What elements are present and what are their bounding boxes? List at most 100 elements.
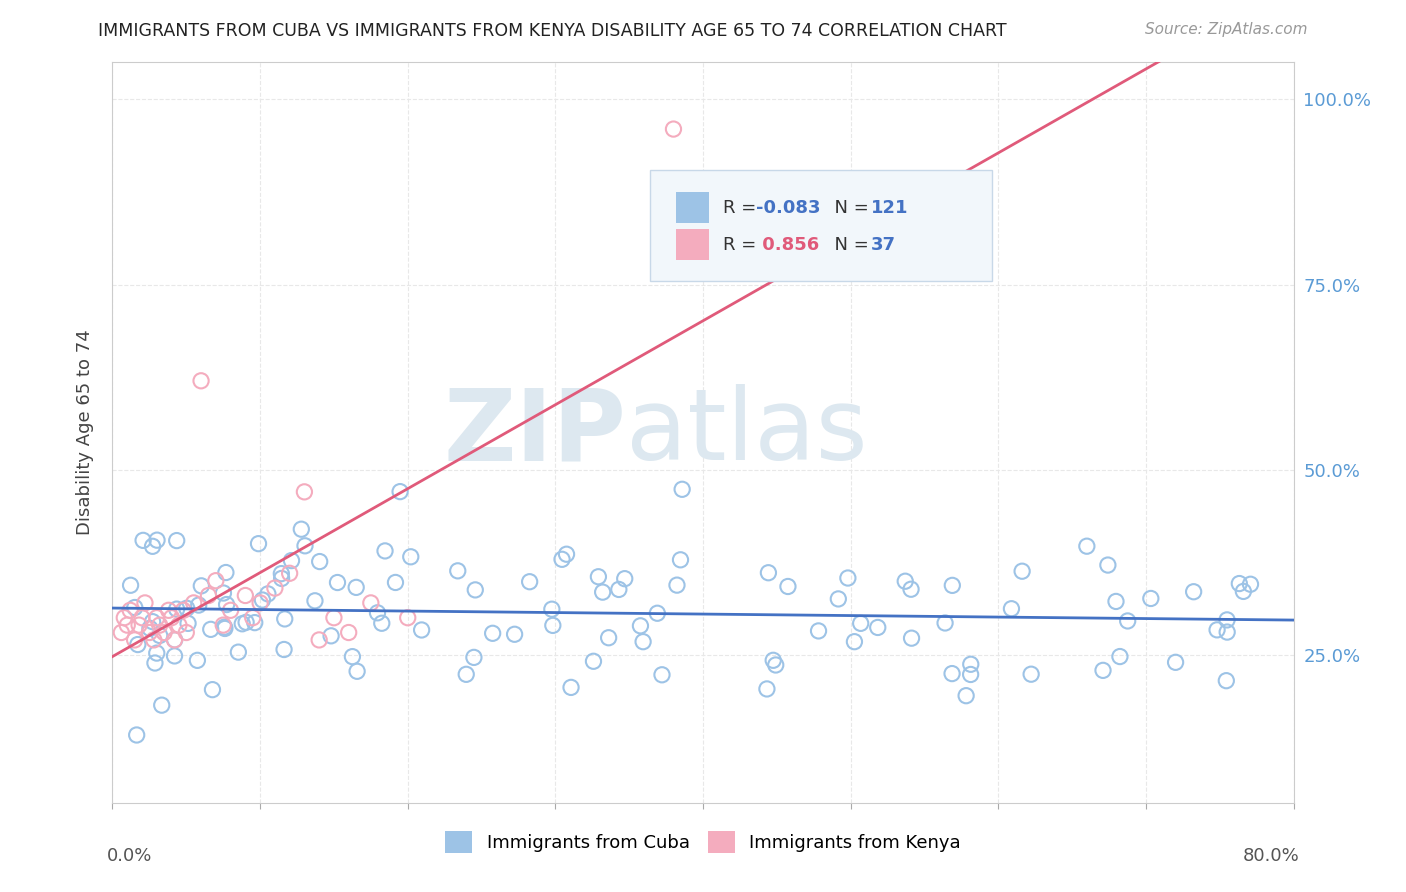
Text: atlas: atlas [626,384,868,481]
Point [308,555,330,569]
Point [294,539,316,553]
Point [233,589,256,603]
Point [212,618,235,632]
Text: IMMIGRANTS FROM CUBA VS IMMIGRANTS FROM KENYA DISABILITY AGE 65 TO 74 CORRELATIO: IMMIGRANTS FROM CUBA VS IMMIGRANTS FROM … [98,22,1007,40]
Text: N =: N = [824,235,875,253]
Point [143,656,166,670]
Point [128,618,150,632]
Point [900,582,922,597]
Point [1097,558,1119,572]
Point [174,625,197,640]
Text: 121: 121 [870,199,908,217]
Text: -0.083: -0.083 [756,199,821,217]
Point [163,632,186,647]
Point [160,610,183,624]
Point [252,593,274,607]
Point [807,624,830,638]
Point [503,627,526,641]
Point [346,665,368,679]
Point [249,596,271,610]
Point [323,610,346,624]
Point [374,544,396,558]
Point [651,667,673,681]
Point [124,632,146,647]
Point [463,650,485,665]
Text: R =: R = [723,199,762,217]
Point [1239,577,1261,591]
Point [866,620,889,634]
Point [941,666,963,681]
Point [1216,613,1239,627]
Point [278,566,301,581]
Point [274,612,297,626]
Point [1216,625,1239,640]
Text: 37: 37 [870,235,896,253]
Point [215,566,238,580]
Point [900,631,922,645]
Point [231,616,253,631]
Point [1232,584,1254,599]
Point [166,533,188,548]
Point [671,483,693,497]
Point [149,628,172,642]
Point [1092,664,1115,678]
Point [120,603,142,617]
Text: 0.0%: 0.0% [107,847,152,865]
Point [665,578,688,592]
Point [212,586,235,600]
Point [613,572,636,586]
Point [205,574,228,588]
Text: Source: ZipAtlas.com: Source: ZipAtlas.com [1144,22,1308,37]
Point [607,582,630,597]
Text: ZIP: ZIP [443,384,626,481]
Point [844,634,866,648]
Point [214,620,236,634]
Bar [676,229,709,260]
Point [592,585,614,599]
Point [308,632,330,647]
Point [326,575,349,590]
Point [149,618,172,632]
Point [304,594,326,608]
Point [1109,649,1132,664]
Point [481,626,503,640]
Point [172,603,194,617]
Point [153,625,176,640]
Point [292,484,315,499]
Point [273,642,295,657]
Point [411,623,433,637]
Legend: Immigrants from Cuba, Immigrants from Kenya: Immigrants from Cuba, Immigrants from Ke… [437,824,969,861]
Point [197,589,219,603]
Point [959,667,981,681]
Point [166,602,188,616]
Point [157,603,180,617]
Point [389,484,412,499]
Point [176,601,198,615]
FancyBboxPatch shape [650,169,993,281]
Point [247,536,270,550]
Point [662,122,685,136]
Point [519,574,541,589]
Point [142,539,165,553]
Point [120,578,142,592]
Point [219,603,242,617]
Point [280,553,302,567]
Point [344,580,367,594]
Point [142,615,165,629]
Point [456,667,478,681]
Point [257,587,280,601]
Point [142,632,165,647]
Point [235,615,257,630]
Point [776,579,799,593]
Point [132,533,155,548]
Point [762,653,785,667]
Point [555,547,578,561]
Point [1105,594,1128,608]
Point [582,654,605,668]
Text: 80.0%: 80.0% [1243,847,1299,865]
Point [669,553,692,567]
Point [399,549,422,564]
Point [163,632,186,647]
Point [215,598,238,612]
Point [200,623,222,637]
